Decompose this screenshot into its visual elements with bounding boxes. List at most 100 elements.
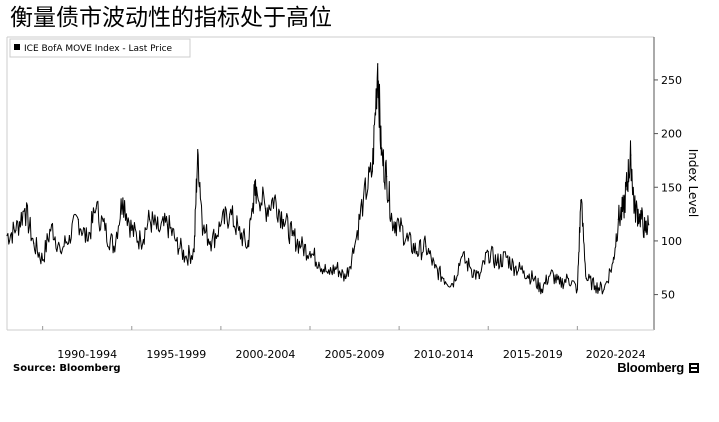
data-point xyxy=(505,256,507,258)
legend-label: ICE BofA MOVE Index - Last Price xyxy=(24,44,173,54)
source-note: Source: Bloomberg xyxy=(13,363,121,374)
data-point xyxy=(380,154,382,156)
data-point xyxy=(193,251,195,253)
legend-box xyxy=(9,38,191,58)
y-tick-label: 50 xyxy=(661,289,675,302)
bloomberg-terminal-icon xyxy=(689,363,699,373)
data-point xyxy=(184,256,186,258)
data-point xyxy=(532,277,534,280)
data-point xyxy=(273,197,275,199)
data-point xyxy=(202,229,204,231)
data-point xyxy=(353,245,356,247)
data-point xyxy=(398,224,400,226)
x-axis-ticks xyxy=(42,326,578,330)
data-point xyxy=(24,208,26,210)
data-point xyxy=(478,277,480,280)
data-point xyxy=(327,272,329,274)
data-point xyxy=(603,288,605,290)
data-point xyxy=(576,288,578,290)
data-point xyxy=(345,277,347,280)
data-point xyxy=(612,261,614,263)
data-point xyxy=(247,245,249,247)
data-point xyxy=(113,245,115,247)
series-line xyxy=(6,63,650,295)
data-point xyxy=(626,181,628,183)
data-point xyxy=(416,251,418,253)
data-point xyxy=(104,229,106,231)
data-point xyxy=(558,283,561,285)
y-tick-label: 100 xyxy=(661,235,682,248)
y-tick-label: 250 xyxy=(661,74,682,87)
data-point xyxy=(211,240,213,242)
x-tick-label: 2005-2009 xyxy=(325,348,385,361)
data-point xyxy=(50,224,53,226)
data-point xyxy=(33,242,35,244)
data-point xyxy=(77,218,79,221)
data-point xyxy=(648,224,650,226)
x-tick-label: 1995-1999 xyxy=(146,348,206,361)
data-point xyxy=(580,199,582,201)
x-tick-label: 2000-2004 xyxy=(235,348,295,361)
data-point xyxy=(386,175,388,178)
data-point xyxy=(617,218,619,221)
data-point xyxy=(630,154,632,156)
data-point xyxy=(362,197,365,199)
x-tick-label: 2020-2024 xyxy=(586,348,646,361)
data-point xyxy=(371,170,373,172)
data-point xyxy=(377,63,379,65)
x-axis-labels: 1990-1994 1995-1999 2000-2004 2005-2009 2010… xyxy=(57,348,645,361)
data-point xyxy=(469,267,472,269)
data-point xyxy=(434,267,436,269)
data-point xyxy=(460,256,463,258)
data-point xyxy=(175,240,177,242)
data-point xyxy=(425,245,427,247)
data-point xyxy=(487,251,489,253)
data-point xyxy=(59,251,62,253)
data-point xyxy=(623,208,625,210)
data-point xyxy=(318,261,320,263)
data-point xyxy=(644,229,646,231)
legend-swatch xyxy=(14,44,20,50)
data-point xyxy=(220,224,222,226)
data-point xyxy=(264,208,267,210)
brand-logo: Bloomberg xyxy=(617,360,684,375)
data-point xyxy=(407,240,409,242)
data-point xyxy=(567,277,570,280)
chart-title: 衡量债市波动性的指标处于高位 xyxy=(10,5,332,31)
y-tick-label: 200 xyxy=(661,128,682,141)
data-point xyxy=(197,149,199,151)
data-point xyxy=(238,229,240,231)
data-point xyxy=(541,288,543,290)
data-point xyxy=(550,272,552,274)
data-point xyxy=(594,285,596,287)
data-point xyxy=(514,267,516,269)
data-point xyxy=(15,229,17,231)
data-point xyxy=(68,234,70,237)
data-point xyxy=(166,224,169,226)
data-point xyxy=(639,213,641,215)
x-tick-label: 2010-2014 xyxy=(414,348,474,361)
data-point xyxy=(496,261,498,263)
data-point xyxy=(300,245,302,247)
y-tick-label: 150 xyxy=(661,181,682,194)
y-axis-title: Index Level xyxy=(686,149,700,218)
data-point xyxy=(229,213,231,215)
data-point xyxy=(140,240,142,242)
data-point xyxy=(122,197,124,199)
data-point xyxy=(309,251,311,253)
data-point xyxy=(443,277,445,280)
series-points xyxy=(6,63,650,290)
data-point xyxy=(148,218,151,221)
data-point xyxy=(42,259,44,261)
data-point xyxy=(86,240,88,242)
data-point xyxy=(131,229,133,231)
data-point xyxy=(255,186,258,188)
data-point xyxy=(157,229,160,231)
data-point xyxy=(282,218,284,221)
data-point xyxy=(6,234,8,237)
data-point xyxy=(451,283,454,285)
data-point xyxy=(336,267,338,269)
data-point xyxy=(633,208,635,210)
data-point xyxy=(252,202,254,204)
